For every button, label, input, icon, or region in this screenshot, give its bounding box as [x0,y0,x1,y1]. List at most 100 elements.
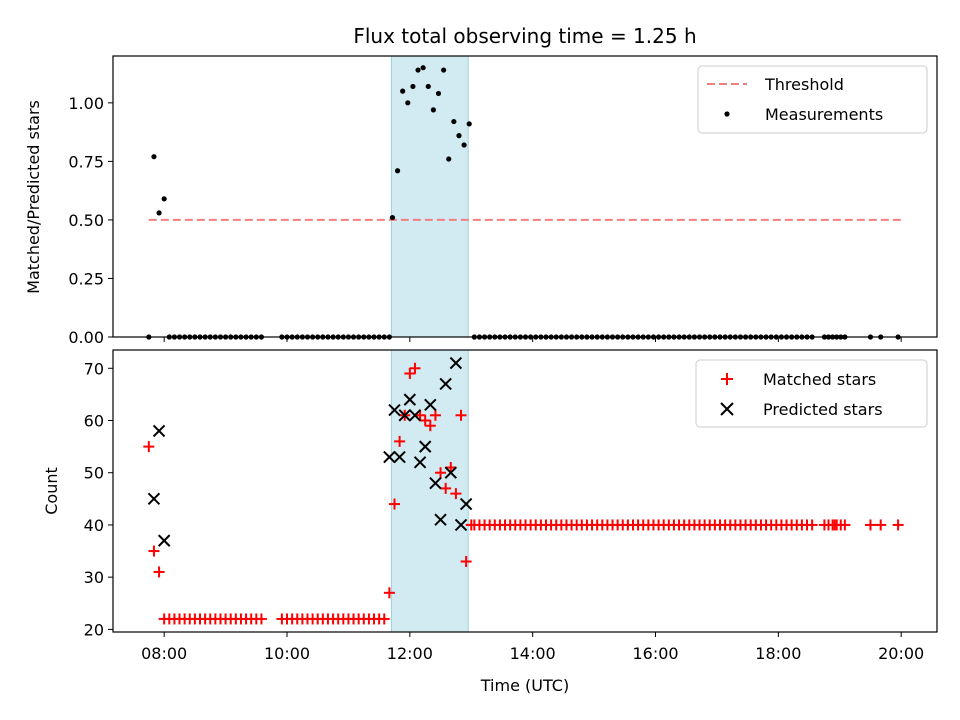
top-plot-frame [112,55,938,338]
y-tick-label: 0.50 [68,211,104,230]
count-points [143,356,904,625]
x-tick-label: 10:00 [264,644,310,663]
x-tick-label: 20:00 [878,644,924,663]
measurement-point [389,214,396,221]
top-x-ticks [163,337,902,342]
measurement-point [394,168,401,174]
y-tick-label: 60 [84,412,104,431]
measurement-point [420,65,426,71]
bottom-y-axis-label: Count [42,467,61,515]
predicted-point [434,513,447,526]
measurement-point [156,210,162,216]
y-tick-label: 20 [84,620,104,639]
matched-point [429,409,441,421]
matched-point [445,462,457,473]
bottom-y-ticks: 20 30 40 50 60 70 [84,359,113,639]
predicted-point [429,476,442,490]
legend-measurements-swatch [724,111,730,117]
measurement-point [461,142,467,148]
bottom-plot-frame [112,349,938,633]
x-tick-label: 18:00 [755,644,801,663]
matched-point [394,435,406,447]
y-tick-label: 0.25 [68,269,104,288]
measurement-point [446,156,452,162]
predicted-point [398,409,411,422]
legend-measurements-label: Measurements [765,105,883,124]
matched-point [864,519,876,531]
matched-point [460,556,472,567]
legend-threshold-label: Threshold [764,75,844,94]
predicted-point [449,356,463,370]
matched-point [806,519,818,531]
legend-predicted-swatch [720,402,734,416]
matched-point [404,368,416,379]
predicted-point [388,403,401,417]
measurement-point [425,83,431,90]
matched-point [255,613,267,625]
bottom-legend: Matched stars Predicted stars [695,359,928,428]
y-tick-label: 50 [84,464,104,483]
bottom-panel: 20 30 40 50 60 70 08:00 10:00 12:00 14:00 16:00 18… [42,349,938,695]
predicted-point [147,492,161,506]
predicted-point [424,398,437,412]
measurement-point [435,90,442,97]
matched-point [839,519,851,531]
x-tick-label: 16:00 [632,644,678,663]
matched-point [414,409,426,421]
x-tick-label: 12:00 [387,644,433,663]
measurement-point [415,67,421,73]
measurement-point [451,118,457,125]
bottom-x-ticks: 08:00 10:00 12:00 14:00 16:00 18:00 20:00 [141,632,924,663]
matched-point [455,409,467,421]
predicted-point [439,377,452,391]
matched-point [383,587,395,599]
matched-point [378,613,390,625]
measurement-point [441,67,447,73]
predicted-point [152,424,166,438]
predicted-point [413,456,427,469]
predicted-point [383,450,396,464]
predicted-point [444,466,457,479]
matched-point [409,362,421,374]
matched-point [148,545,160,557]
measurement-point [161,196,167,202]
matched-point [440,482,452,494]
measurement-point [466,121,472,127]
matched-point [388,498,400,510]
predicted-point [459,497,473,511]
y-tick-label: 1.00 [68,94,104,113]
y-tick-label: 0.75 [68,152,104,171]
y-tick-label: 30 [84,568,104,587]
matched-point [875,519,887,531]
predicted-point [403,393,417,406]
predicted-point [408,409,422,422]
legend-predicted-label: Predicted stars [763,400,883,419]
matched-point [892,519,904,531]
predicted-point [454,518,468,532]
y-tick-label: 70 [84,359,104,378]
measurement-point [456,133,462,139]
matched-point [435,467,447,479]
legend-matched-swatch [721,373,733,385]
bottom-legend-box [695,359,928,428]
predicted-point [393,450,406,464]
matched-point [424,420,436,432]
legend-matched-label: Matched stars [763,370,876,389]
measurement-point [405,100,411,106]
x-tick-label: 14:00 [510,644,556,663]
top-panel: 0.00 0.25 0.50 0.75 1.00 Matched/Predicted s… [24,55,938,347]
x-axis-label: Time (UTC) [480,676,569,695]
matched-point [450,488,462,500]
top-y-axis-label: Matched/Predicted stars [24,100,43,294]
top-y-ticks: 0.00 0.25 0.50 0.75 1.00 [68,94,113,347]
measurement-point [151,154,157,160]
matched-point [153,566,165,578]
measurement-point [410,83,416,90]
measurement-point [430,107,436,113]
chart-title: Flux total observing time = 1.25 h [353,24,696,48]
measurement-point [400,88,406,94]
y-tick-label: 0.00 [68,328,104,347]
x-tick-label: 08:00 [141,644,187,663]
top-legend-box [697,65,928,134]
top-legend: Threshold Measurements [697,65,928,134]
